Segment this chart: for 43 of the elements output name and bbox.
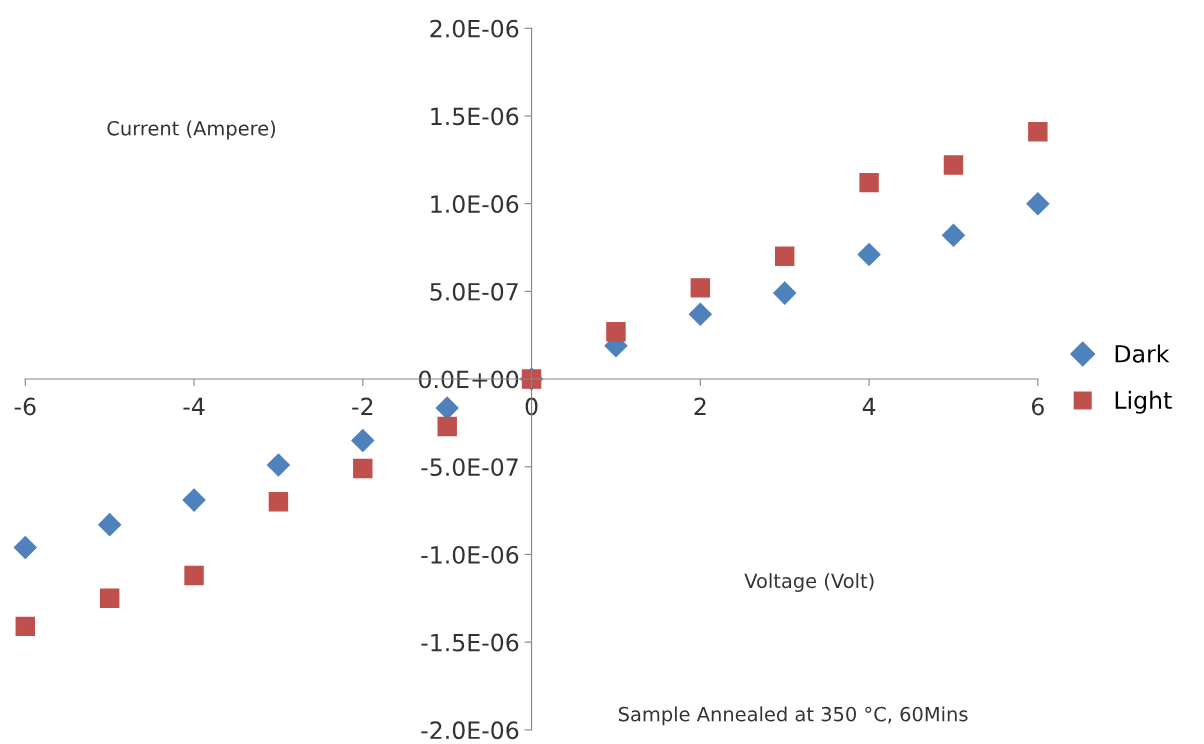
point bbox=[774, 246, 795, 267]
point bbox=[857, 243, 881, 267]
y-tick-label: 5.0E-07 bbox=[430, 282, 518, 301]
point bbox=[351, 428, 375, 452]
x-tick-label: 4 bbox=[862, 397, 876, 416]
point bbox=[353, 458, 373, 479]
point bbox=[13, 535, 37, 559]
annotation: Sample Annealed at 350 °C, 60Mins bbox=[618, 706, 968, 726]
point bbox=[943, 155, 964, 175]
point bbox=[182, 488, 206, 512]
x-tick-label: -4 bbox=[183, 397, 205, 416]
y-tick-label: 1.0E-06 bbox=[431, 195, 519, 213]
point bbox=[266, 453, 290, 477]
point bbox=[15, 616, 36, 637]
y-axis-title: Current (Ampere) bbox=[107, 120, 276, 140]
legend-label: Light bbox=[1115, 390, 1172, 414]
x-tick-label: 6 bbox=[1031, 397, 1044, 416]
y-tick-label: -1.0E-06 bbox=[421, 545, 519, 564]
point bbox=[435, 396, 459, 420]
x-tick-label: 2 bbox=[694, 397, 706, 416]
y-tick-label: -5.0E-07 bbox=[421, 458, 518, 477]
point bbox=[184, 565, 204, 586]
x-axis-title: Voltage (Volt) bbox=[744, 573, 874, 592]
point bbox=[773, 281, 797, 305]
y-tick-label: 1.5E-06 bbox=[431, 107, 519, 126]
y-tick-label: -1.5E-06 bbox=[421, 633, 519, 652]
point bbox=[268, 492, 289, 512]
x-tick-label: -2 bbox=[352, 397, 373, 416]
point bbox=[859, 172, 879, 193]
point bbox=[606, 321, 626, 342]
point bbox=[1026, 192, 1050, 216]
point bbox=[99, 588, 120, 609]
y-tick-label: 0.0E+00 bbox=[419, 370, 519, 389]
point bbox=[690, 278, 711, 298]
point bbox=[437, 416, 457, 437]
y-tick-label: -2.0E-06 bbox=[421, 721, 519, 740]
point bbox=[941, 223, 965, 247]
legend-label: Dark bbox=[1115, 344, 1170, 363]
x-tick-label: -6 bbox=[14, 397, 36, 416]
point bbox=[98, 513, 122, 537]
point bbox=[1028, 122, 1048, 142]
point bbox=[688, 302, 712, 326]
y-tick-label: 2.0E-06 bbox=[430, 19, 519, 38]
